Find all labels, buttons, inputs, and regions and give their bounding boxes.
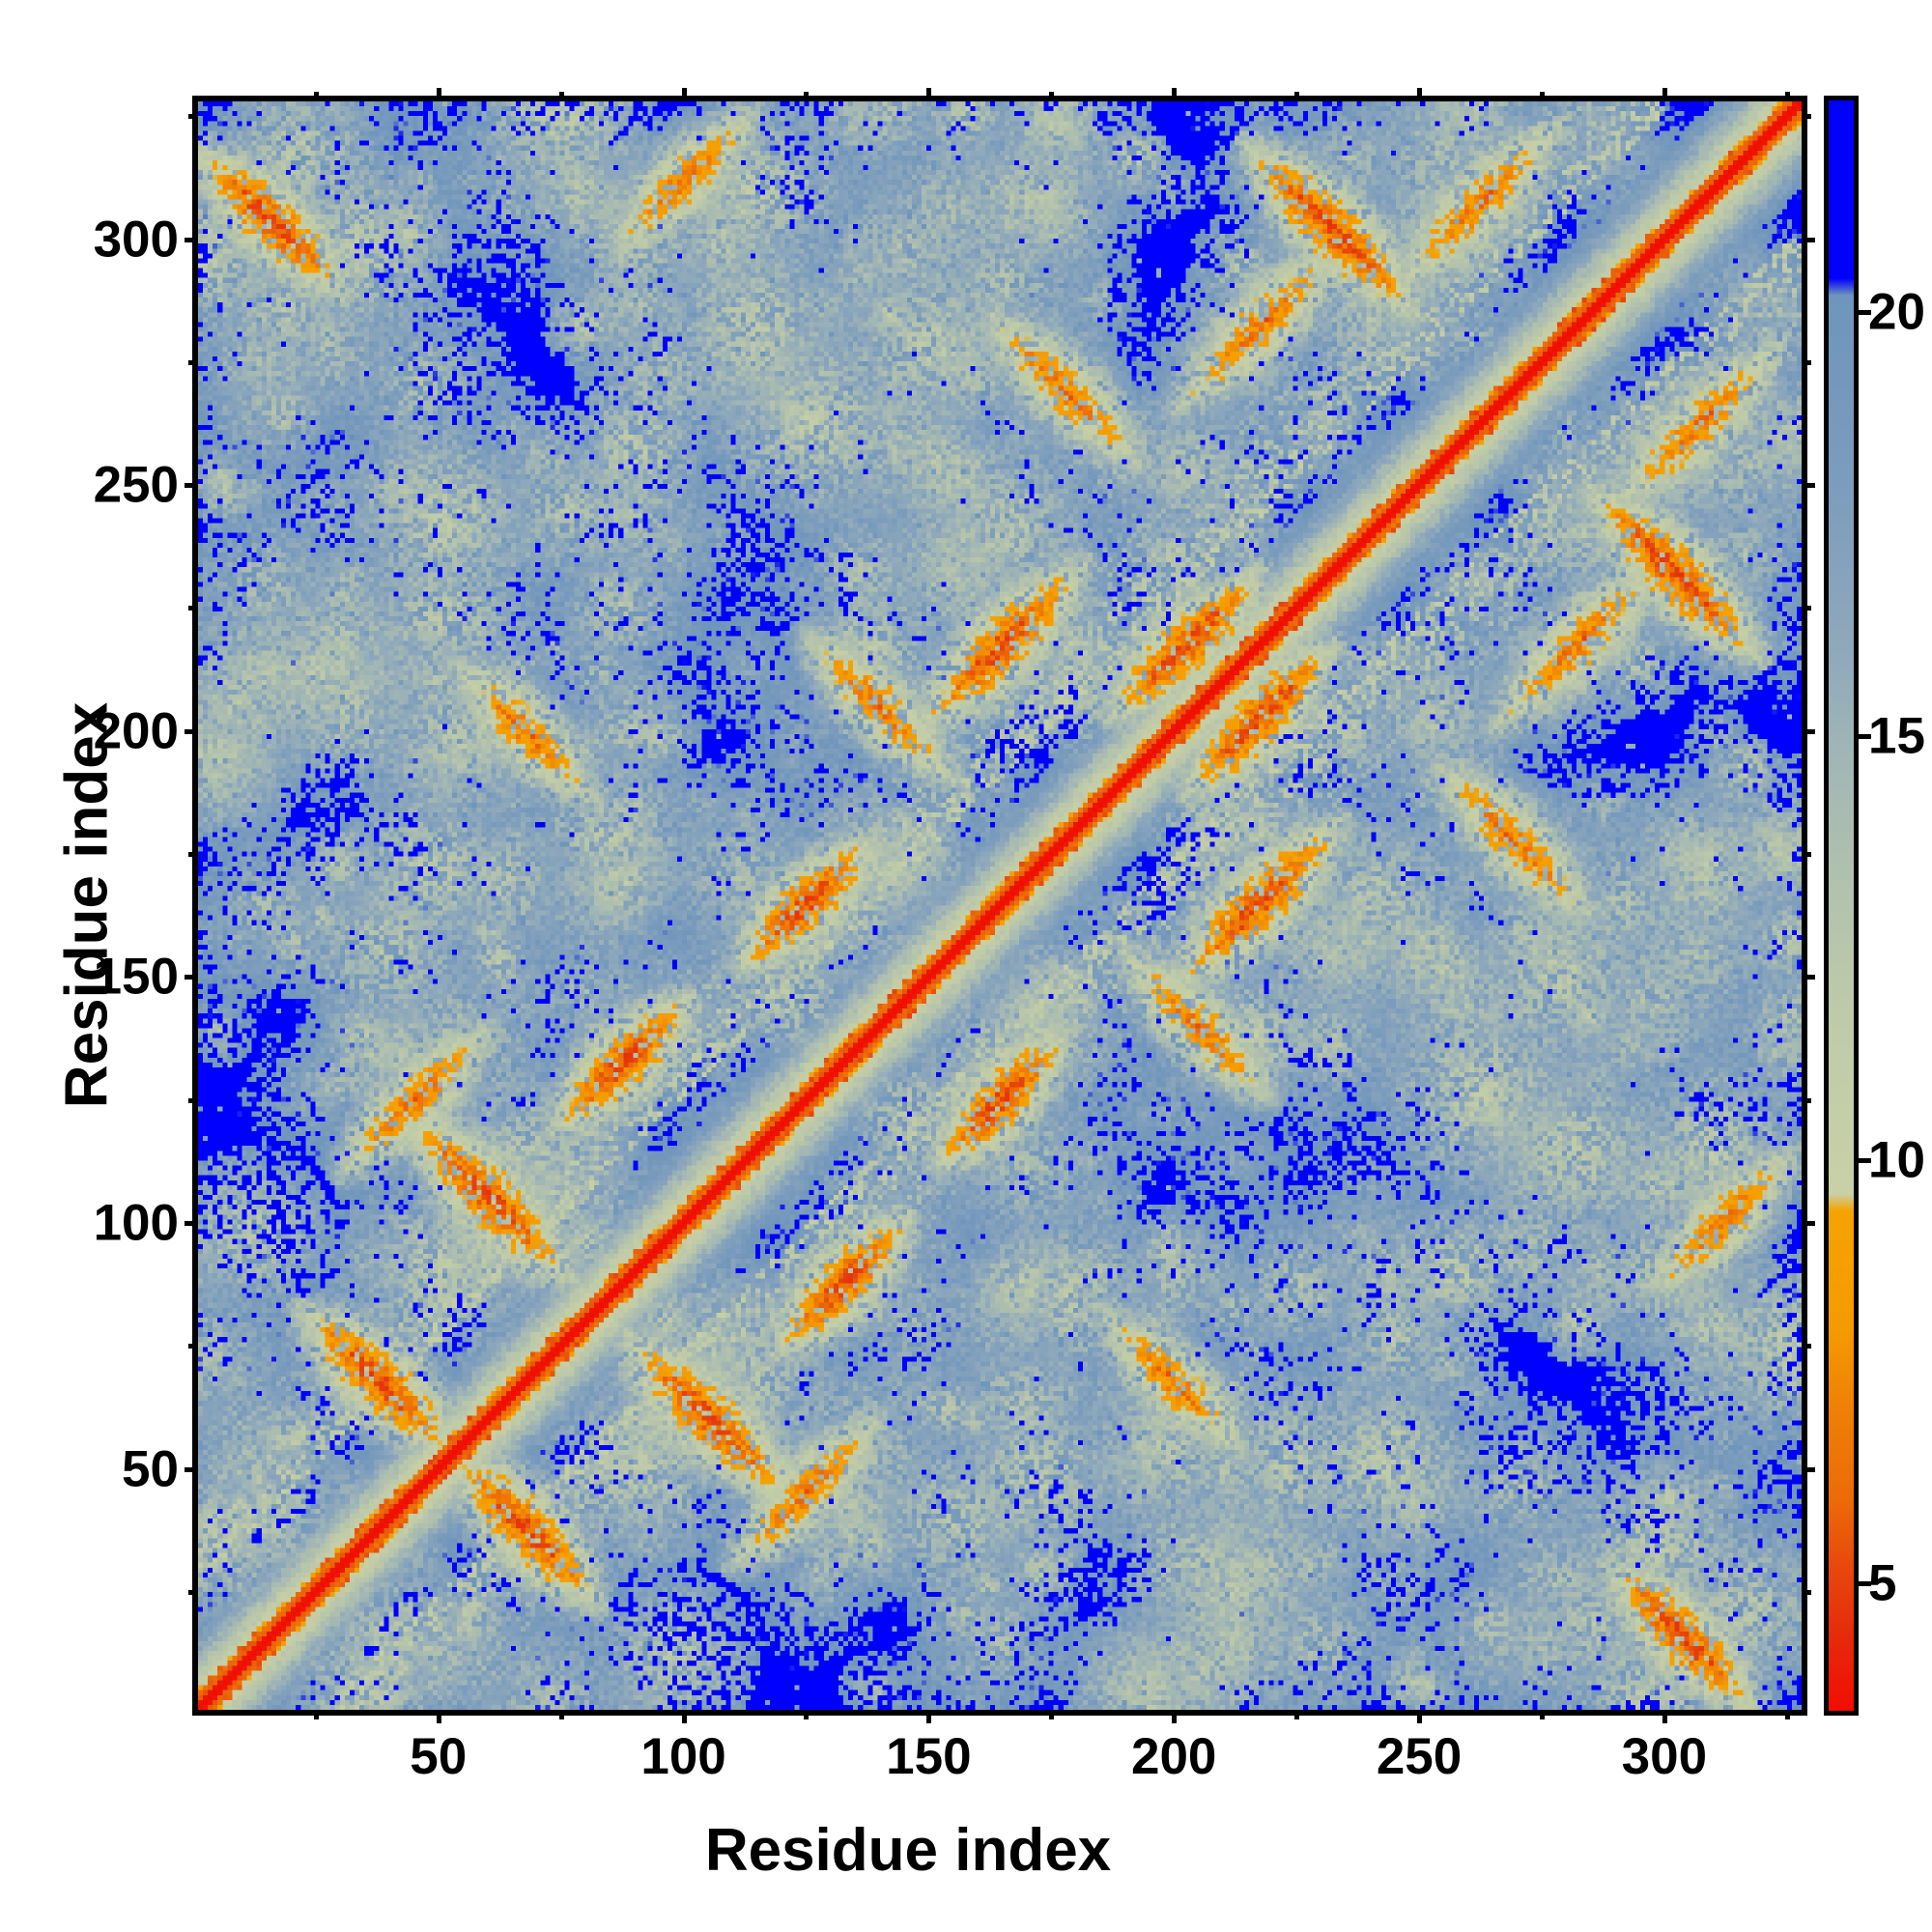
- y-minor-tick: [188, 1097, 197, 1103]
- colorbar-tick-label: 5: [1868, 1554, 1897, 1612]
- x-tick-label: 150: [886, 1728, 972, 1785]
- x-axis-label: Residue index: [0, 1816, 1932, 1885]
- x-major-tick-top: [1662, 88, 1667, 100]
- y-axis-label: Residue index: [53, 701, 121, 1109]
- y-minor-tick: [188, 606, 197, 611]
- x-minor-tick-top: [558, 92, 564, 100]
- y-tick-label: 300: [93, 211, 179, 269]
- y-minor-tick: [188, 852, 197, 858]
- y-major-tick-right: [1803, 237, 1815, 242]
- colorbar-tick: [1859, 1157, 1871, 1163]
- y-minor-tick: [188, 1589, 197, 1595]
- x-tick-label: 50: [410, 1728, 468, 1785]
- heatmap-plot-area: [192, 96, 1807, 1716]
- y-major-tick-right: [1803, 483, 1815, 489]
- colorbar-gradient: [1829, 100, 1854, 1711]
- x-major-tick-top: [436, 88, 441, 100]
- colorbar-tick: [1859, 734, 1871, 740]
- y-tick-label: 50: [122, 1440, 179, 1497]
- x-major-tick-top: [681, 88, 687, 100]
- x-minor-tick-top: [1049, 92, 1055, 100]
- x-major-tick: [436, 1711, 441, 1723]
- colorbar-tick: [1859, 310, 1871, 316]
- x-major-tick: [1417, 1711, 1423, 1723]
- x-minor-tick-top: [1294, 92, 1300, 100]
- y-minor-tick: [188, 1344, 197, 1350]
- y-minor-tick: [188, 359, 197, 365]
- y-minor-tick-right: [1803, 1589, 1811, 1595]
- colorbar-tick-label: 15: [1868, 707, 1925, 765]
- y-tick-label: 200: [93, 702, 179, 760]
- y-major-tick-right: [1803, 1466, 1815, 1472]
- x-minor-tick: [1539, 1711, 1545, 1719]
- y-minor-tick-right: [1803, 359, 1811, 365]
- x-tick-label: 300: [1621, 1728, 1708, 1785]
- colorbar: [1824, 96, 1859, 1716]
- y-major-tick: [185, 1220, 197, 1226]
- colorbar-tick: [1859, 1581, 1871, 1587]
- y-major-tick: [185, 728, 197, 734]
- y-major-tick: [185, 483, 197, 489]
- y-tick-label: 250: [93, 456, 179, 514]
- x-tick-label: 200: [1130, 1728, 1217, 1785]
- x-tick-label: 100: [640, 1728, 726, 1785]
- y-minor-tick-right: [1803, 114, 1811, 120]
- x-minor-tick-top: [1784, 92, 1790, 100]
- x-major-tick-top: [926, 88, 932, 100]
- y-major-tick: [185, 975, 197, 980]
- x-minor-tick: [1049, 1711, 1055, 1719]
- x-minor-tick: [558, 1711, 564, 1719]
- y-major-tick-right: [1803, 728, 1815, 734]
- y-minor-tick-right: [1803, 1097, 1811, 1103]
- x-minor-tick-top: [804, 92, 810, 100]
- y-tick-label: 150: [93, 948, 179, 1006]
- x-tick-label: 250: [1376, 1728, 1463, 1785]
- x-major-tick-top: [1417, 88, 1423, 100]
- x-minor-tick: [1294, 1711, 1300, 1719]
- x-major-tick: [681, 1711, 687, 1723]
- x-minor-tick: [804, 1711, 810, 1719]
- heatmap-canvas: [198, 101, 1802, 1710]
- colorbar-tick-label: 20: [1868, 283, 1925, 341]
- y-major-tick-right: [1803, 1220, 1815, 1226]
- x-minor-tick: [1784, 1711, 1790, 1719]
- x-minor-tick: [313, 1711, 319, 1719]
- x-major-tick-top: [1172, 88, 1178, 100]
- colorbar-tick-label: 10: [1868, 1131, 1925, 1189]
- y-minor-tick-right: [1803, 1344, 1811, 1350]
- x-major-tick: [1662, 1711, 1667, 1723]
- x-major-tick: [926, 1711, 932, 1723]
- x-axis-label-text: Residue index: [704, 1817, 1112, 1884]
- x-major-tick: [1172, 1711, 1178, 1723]
- x-minor-tick-top: [313, 92, 319, 100]
- y-tick-label: 100: [93, 1194, 179, 1252]
- y-minor-tick-right: [1803, 852, 1811, 858]
- y-major-tick: [185, 237, 197, 242]
- y-major-tick-right: [1803, 975, 1815, 980]
- y-major-tick: [185, 1466, 197, 1472]
- x-minor-tick-top: [1539, 92, 1545, 100]
- y-minor-tick-right: [1803, 606, 1811, 611]
- y-minor-tick: [188, 114, 197, 120]
